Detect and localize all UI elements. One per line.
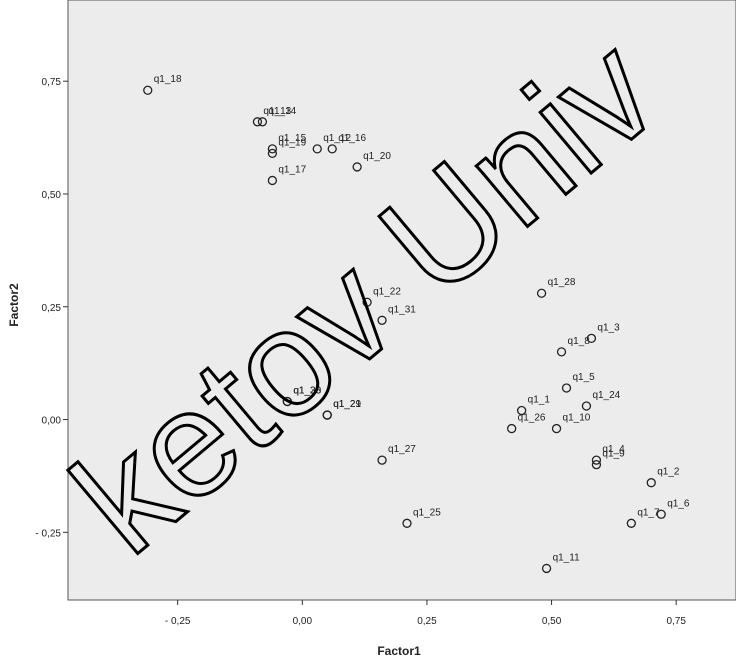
point-label: q1_6 — [667, 498, 690, 509]
point-label: q1_31 — [388, 304, 416, 315]
data-point — [646, 478, 656, 488]
point-label: q1_22 — [373, 286, 401, 297]
point-label: q1_13 — [263, 106, 291, 117]
y-tick-label: 0,00 — [42, 416, 62, 427]
point-label: q1_4 — [602, 444, 625, 455]
data-point — [352, 162, 362, 172]
y-tick-label: 0,75 — [42, 77, 62, 88]
x-tick-label: 0,75 — [666, 616, 686, 627]
data-point — [586, 333, 597, 343]
data-point — [282, 396, 292, 407]
point-label: q1_19 — [278, 137, 306, 148]
data-point — [591, 460, 602, 470]
data-point — [327, 144, 337, 154]
point-label: q1_15 — [278, 133, 306, 144]
x-tick-label: 0,00 — [293, 616, 313, 627]
y-axis-title: Factor2 — [7, 283, 21, 327]
y-tick-label: 0,25 — [42, 303, 62, 314]
tick-labels: - 0,25 0,00 0,25 0,50 0,75 - 0,25 0,00 0,25 0,50… — [35, 77, 686, 627]
point-label: q1_30 — [293, 386, 321, 397]
data-point — [626, 518, 636, 528]
data-point — [556, 347, 567, 357]
point-label: q1_29 — [333, 399, 361, 410]
point-label: q1_10 — [563, 413, 591, 424]
point-label: q1_11 — [553, 552, 581, 563]
point-label: q1_25 — [413, 507, 441, 518]
data-point — [541, 563, 552, 574]
data-point — [267, 148, 278, 159]
point-label: q1_18 — [154, 74, 182, 85]
point-label: q1_23 — [293, 386, 321, 397]
data-point — [551, 423, 562, 434]
x-tick-label: 0,50 — [542, 616, 562, 627]
point-label: q1_3 — [597, 322, 620, 333]
point-label: q1_1 — [528, 395, 551, 406]
point-label: q1_24 — [592, 390, 620, 401]
point-label: q1_9 — [602, 449, 625, 460]
data-points — [143, 85, 666, 574]
point-label: q1_27 — [388, 444, 416, 455]
x-axis-title: Factor1 — [377, 644, 421, 658]
data-point — [362, 297, 372, 307]
data-point — [561, 383, 572, 393]
point-label: q1_21 — [333, 399, 361, 410]
data-point — [252, 117, 263, 127]
data-point — [516, 405, 527, 416]
y-tick-label: - 0,25 — [35, 528, 61, 539]
point-label: q1_5 — [573, 372, 596, 383]
point-label: q1_20 — [363, 151, 391, 162]
point-label: q1_8 — [568, 336, 591, 347]
x-tick-label: - 0,25 — [165, 616, 191, 627]
axis-ticks — [63, 80, 677, 605]
data-point — [267, 175, 278, 186]
point-label: q1_17 — [278, 164, 306, 175]
data-point — [377, 455, 387, 465]
data-point — [377, 315, 387, 325]
data-point — [312, 144, 322, 154]
point-label: q1_14 — [268, 106, 296, 117]
data-point — [656, 509, 666, 519]
point-label: q1_2 — [657, 467, 680, 478]
point-label: q1_16 — [338, 133, 366, 144]
point-label: q1_26 — [518, 413, 546, 424]
x-tick-label: 0,25 — [417, 616, 437, 627]
point-label: q1_7 — [637, 507, 660, 518]
data-point — [402, 518, 412, 528]
data-point — [322, 410, 332, 420]
data-point — [507, 423, 517, 434]
data-point — [591, 455, 602, 465]
y-tick-label: 0,50 — [42, 190, 62, 201]
data-point — [536, 288, 547, 298]
data-point — [581, 401, 592, 411]
data-point — [143, 85, 153, 95]
plot-area — [67, 0, 736, 601]
point-label: q1_28 — [548, 277, 576, 288]
data-point — [257, 117, 268, 127]
data-point — [267, 144, 278, 154]
point-label: q1_12 — [323, 133, 351, 144]
